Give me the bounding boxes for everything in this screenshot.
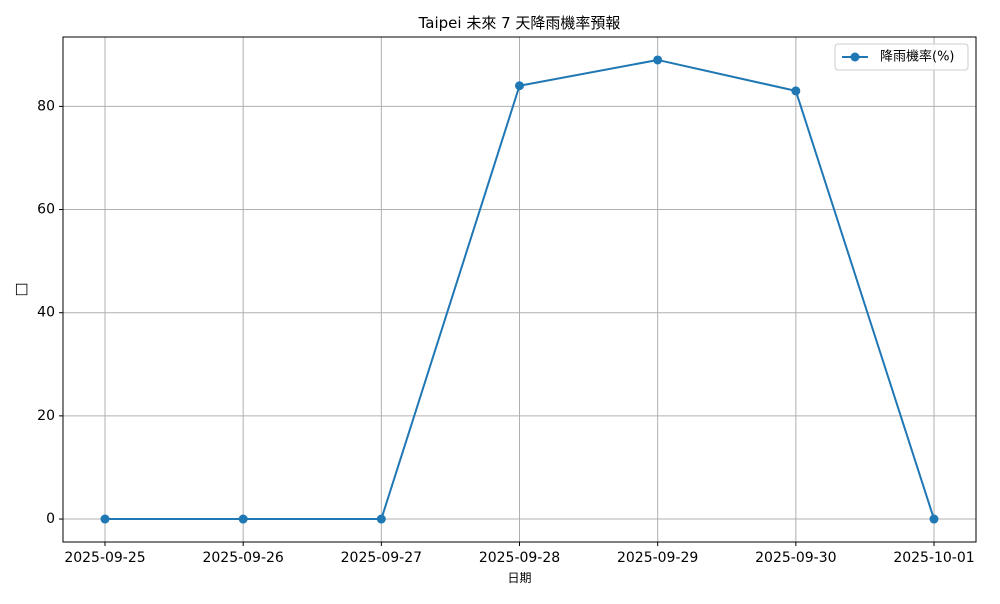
x-tick-label: 2025-09-28 xyxy=(479,550,560,566)
data-point-marker xyxy=(515,81,524,91)
legend-box xyxy=(834,43,969,71)
y-tick-label: 20 xyxy=(37,408,55,424)
x-tick-label: 2025-09-26 xyxy=(202,550,283,566)
y-axis: 0 20 40 60 80 xyxy=(37,98,63,527)
x-tick-label: 2025-09-27 xyxy=(341,550,422,566)
legend-marker-swatch xyxy=(850,52,860,62)
x-tick-label: 2025-09-30 xyxy=(755,550,836,566)
data-point-marker xyxy=(653,55,663,65)
grid-lines xyxy=(63,37,976,542)
data-point-marker xyxy=(376,514,386,524)
series-layer xyxy=(100,55,939,524)
data-point-marker xyxy=(791,86,801,96)
legend-label: 降雨機率(%) xyxy=(880,49,955,65)
x-tick-label: 2025-10-01 xyxy=(893,550,974,566)
x-tick-label: 2025-09-25 xyxy=(64,550,145,566)
data-point-marker xyxy=(238,514,248,524)
y-axis-label: □ xyxy=(12,282,30,296)
data-point-marker xyxy=(929,514,939,524)
data-point-marker xyxy=(100,514,110,524)
y-tick-label: 60 xyxy=(37,202,55,218)
x-axis: 2025-09-25 2025-09-26 2025-09-27 2025-09-28… xyxy=(64,542,975,566)
y-tick-label: 80 xyxy=(37,98,55,114)
y-tick-label: 0 xyxy=(46,511,55,527)
chart-title: Taipei 未來 7 天降雨機率預報 xyxy=(418,14,621,32)
x-tick-label: 2025-09-29 xyxy=(617,550,698,566)
x-axis-label: 日期 xyxy=(507,571,531,585)
legend: 降雨機率(%) xyxy=(834,43,969,71)
y-tick-label: 40 xyxy=(37,305,55,321)
